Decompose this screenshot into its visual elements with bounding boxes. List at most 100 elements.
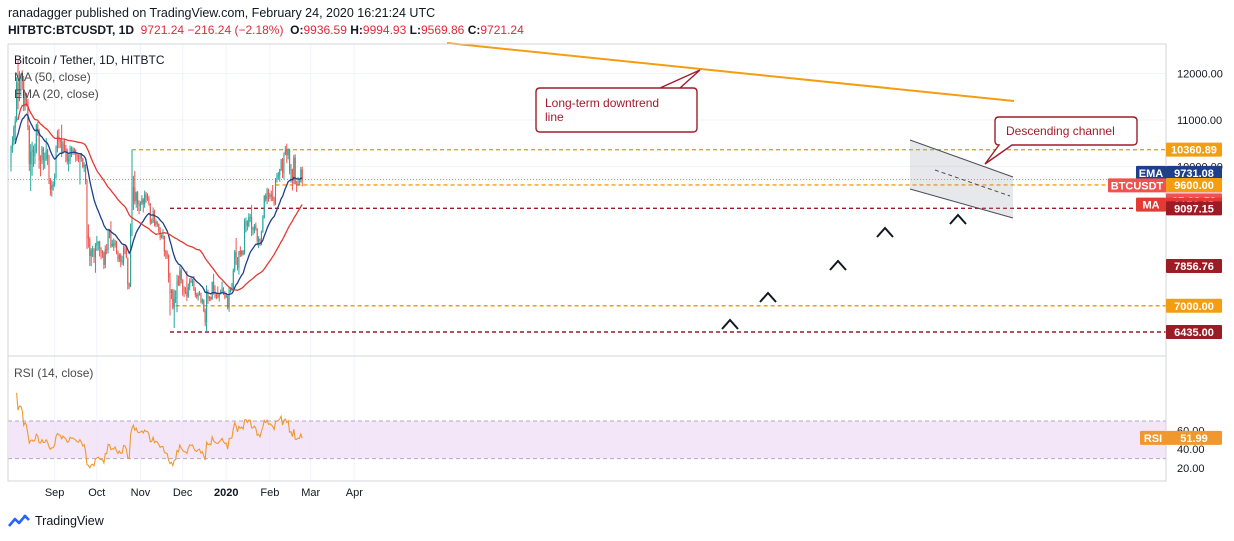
candle <box>34 143 36 165</box>
candle <box>146 193 149 201</box>
candle <box>96 236 98 251</box>
candle <box>196 292 198 299</box>
candle <box>215 292 217 300</box>
rsi-tick-label: 20.00 <box>1177 463 1205 475</box>
time-tick-label: Apr <box>346 487 363 499</box>
candle <box>224 290 226 300</box>
candle <box>156 221 158 227</box>
price-level-tag: 7856.76 <box>1166 258 1222 273</box>
candle <box>123 245 125 266</box>
candle <box>265 193 267 202</box>
candle <box>97 241 99 251</box>
price-tags: 10360.89EMA9731.08BTCUSDT9721.2407:38:52… <box>1108 142 1222 445</box>
candle <box>117 250 119 263</box>
candle <box>225 294 227 298</box>
candle <box>16 77 18 123</box>
candle <box>32 145 35 167</box>
low-label: L: <box>409 23 421 37</box>
candle <box>120 253 122 268</box>
annotation-channel[interactable]: Descending channel <box>984 116 1138 165</box>
candle <box>235 237 237 265</box>
candle <box>244 218 246 255</box>
candle <box>139 201 141 211</box>
candle <box>301 166 303 187</box>
symbol-name[interactable]: HITBTC:BTCUSDT, 1D <box>8 23 134 37</box>
candle <box>99 240 101 257</box>
candle <box>110 221 112 249</box>
legend-ema20[interactable]: EMA (20, close) <box>14 87 99 101</box>
candle <box>128 282 130 290</box>
candle <box>56 130 58 153</box>
time-tick-label: Oct <box>88 487 105 499</box>
price-level-tag: 6435.00 <box>1166 325 1222 339</box>
candle <box>277 171 279 179</box>
candle <box>72 146 74 155</box>
tradingview-brand[interactable]: TradingView <box>8 514 104 528</box>
candle <box>31 141 33 176</box>
candle <box>111 239 113 248</box>
candle <box>189 278 191 291</box>
close-value: 9721.24 <box>480 23 524 37</box>
price-tag-name: EMA <box>1136 165 1166 180</box>
candle <box>44 152 46 169</box>
candle <box>10 145 12 172</box>
ema-line <box>14 113 303 296</box>
candle <box>145 191 147 203</box>
candle <box>294 154 296 185</box>
candle <box>51 180 53 197</box>
candle <box>241 250 243 257</box>
candle <box>259 238 261 246</box>
candle <box>155 219 157 228</box>
candle <box>177 275 179 286</box>
candle <box>166 250 168 259</box>
candle <box>93 248 95 264</box>
price-tag-value: 9731.08 <box>1166 165 1222 180</box>
moving-averages <box>14 103 303 296</box>
candle <box>173 289 175 329</box>
svg-text:9600.00: 9600.00 <box>1174 180 1214 192</box>
price-tag-name: BTCUSDT <box>1108 178 1166 193</box>
legend-ma50[interactable]: MA (50, close) <box>14 70 91 84</box>
candle <box>296 180 298 192</box>
candle <box>293 154 295 185</box>
candle <box>269 192 271 199</box>
rsi-legend[interactable]: RSI (14, close) <box>14 366 93 380</box>
candle <box>179 265 181 287</box>
svg-text:51.99: 51.99 <box>1180 433 1208 445</box>
candle <box>94 243 96 273</box>
candle <box>211 281 213 300</box>
close-label: C: <box>467 23 481 37</box>
candle <box>227 296 229 310</box>
price-level-tag: 10360.89 <box>1166 142 1222 157</box>
svg-text:MA: MA <box>1142 200 1159 212</box>
candle <box>175 290 177 303</box>
candle <box>39 155 42 177</box>
candle <box>200 292 202 304</box>
candle <box>182 279 184 296</box>
candle <box>153 209 156 227</box>
candle <box>63 138 66 152</box>
candle <box>158 223 160 233</box>
time-tick-label: Feb <box>260 487 279 499</box>
candle <box>236 256 239 271</box>
candle <box>135 191 137 208</box>
candle <box>163 235 165 257</box>
candle <box>255 222 257 231</box>
candle <box>276 172 278 183</box>
candle <box>118 253 120 263</box>
svg-text:RSI: RSI <box>1144 433 1162 445</box>
candle <box>142 197 144 213</box>
candle <box>258 236 260 249</box>
arrow-up-icon <box>949 213 967 225</box>
candle <box>54 173 56 187</box>
rsi-tag-value: 51.99 <box>1166 430 1222 445</box>
candle <box>66 148 68 165</box>
candle <box>69 145 71 165</box>
svg-text:Long-term downtrend: Long-term downtrend <box>545 96 659 110</box>
candle <box>75 149 77 162</box>
candle <box>217 286 219 299</box>
candle <box>55 145 57 179</box>
candle <box>28 125 30 172</box>
